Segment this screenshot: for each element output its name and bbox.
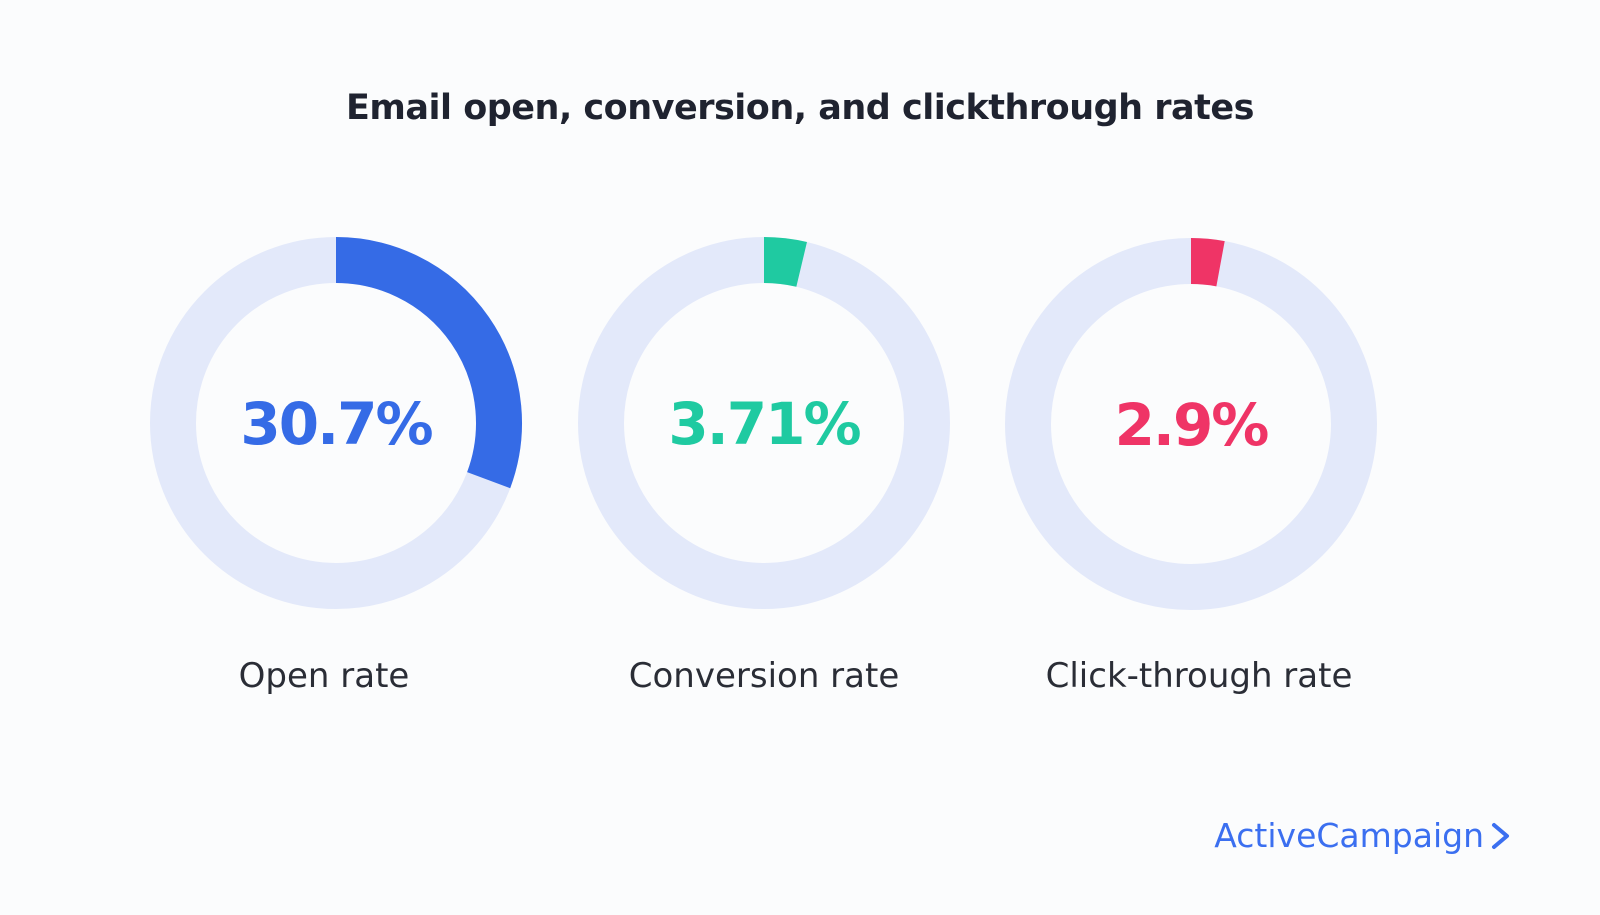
click-through-rate-arc [1190,238,1225,287]
open-rate-arc [335,237,522,489]
brand-name: ActiveCampaign [1214,816,1484,855]
conversion-rate-label: Conversion rate [629,656,900,696]
open-rate-label: Open rate [239,656,410,696]
conversion-rate-donut: 3.71% Conversion rate [578,237,950,696]
click-through-rate-value: 2.9% [1115,391,1269,459]
click-through-rate-label: Click-through rate [1046,656,1353,696]
chart-title: Email open, conversion, and clickthrough… [346,88,1254,128]
conversion-rate-arc [763,237,807,287]
click-through-rate-donut: 2.9% Click-through rate [1005,238,1377,696]
conversion-rate-value: 3.71% [668,390,860,458]
brand-logo: ActiveCampaign [1214,816,1512,855]
open-rate-value: 30.7% [240,390,432,458]
open-rate-donut: 30.7% Open rate [150,237,522,696]
chevron-right-icon [1492,822,1509,849]
